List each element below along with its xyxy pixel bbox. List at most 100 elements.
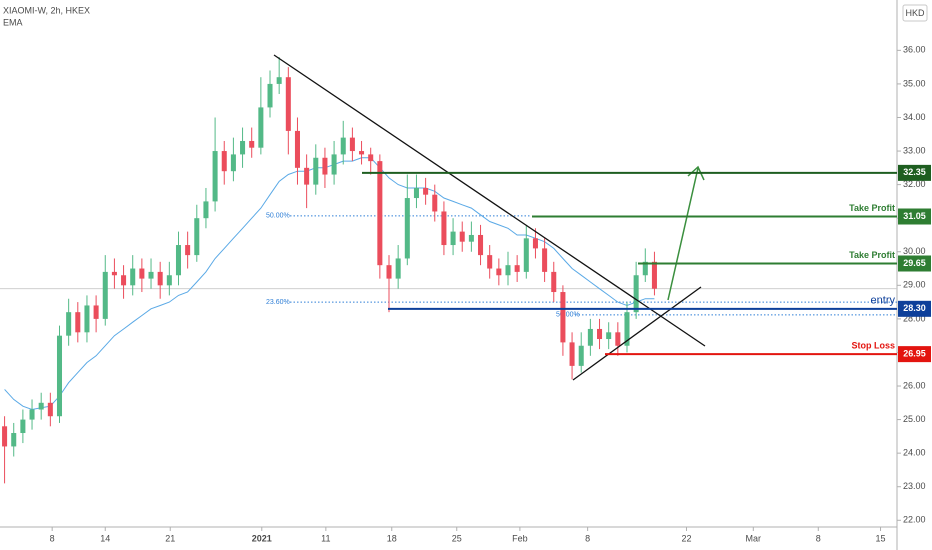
projection-arrow	[667, 167, 699, 301]
candle-body	[313, 157, 319, 185]
candle-body	[240, 140, 246, 155]
level-tag	[898, 164, 931, 181]
candle-body	[2, 426, 8, 447]
candle-body	[459, 231, 465, 242]
candle-body	[615, 332, 621, 346]
candle-body	[587, 328, 593, 346]
candle-body	[285, 77, 291, 131]
level-tag	[898, 300, 931, 317]
fib-label: 23.60%	[266, 299, 290, 306]
level-tag-label: 31.05	[903, 211, 926, 221]
ema-line	[4, 157, 655, 411]
chart-title: XIAOMI-W, 2h, HKEX	[3, 5, 90, 15]
candle-body	[276, 77, 282, 84]
y-tick-label: 29.00	[903, 280, 926, 290]
candle-body	[523, 238, 529, 272]
candle-body	[349, 137, 355, 152]
candle-body	[294, 130, 300, 168]
level-tag-label: 32.35	[903, 167, 926, 177]
x-tick-label: 8	[816, 533, 821, 543]
candle-body	[487, 255, 493, 269]
x-tick-label: 2021	[252, 533, 272, 543]
candle-body	[29, 409, 35, 420]
candle-body	[322, 157, 328, 175]
candle-body	[578, 345, 584, 366]
y-tick-label: 36.00	[903, 45, 926, 55]
candle-body	[121, 275, 127, 286]
y-tick-label: 35.00	[903, 78, 926, 88]
y-tick-label: 25.00	[903, 414, 926, 424]
candle-body	[66, 312, 72, 336]
candle-body	[75, 312, 81, 333]
x-tick-label: 14	[100, 533, 110, 543]
candle-body	[468, 234, 474, 242]
x-tick-label: 8	[585, 533, 590, 543]
candle-body	[139, 268, 145, 279]
level-text: Take Profit	[849, 203, 895, 213]
x-tick-label: 21	[165, 533, 175, 543]
level-tag-label: 28.30	[903, 303, 926, 313]
candle-body	[395, 258, 401, 279]
currency-box[interactable]	[902, 4, 928, 22]
level-tag	[898, 255, 931, 272]
candle-body	[203, 201, 209, 219]
candle-body	[432, 194, 438, 212]
candle-body	[569, 342, 575, 366]
candle-body	[93, 305, 99, 319]
candle-body	[11, 433, 17, 447]
candle-body	[38, 402, 44, 410]
candle-body	[130, 268, 136, 286]
candle-body	[221, 151, 227, 172]
y-tick-label: 28.00	[903, 313, 926, 323]
x-tick-label: Mar	[746, 533, 762, 543]
level-tag-label: 29.65	[903, 258, 926, 268]
candle-body	[194, 218, 200, 256]
y-tick-label: 30.00	[903, 246, 926, 256]
candle-body	[258, 107, 264, 148]
candle-body	[651, 261, 657, 289]
candle-body	[331, 154, 337, 175]
x-tick-label: Feb	[512, 533, 528, 543]
candle-body	[423, 187, 429, 195]
candle-body	[84, 305, 90, 333]
candle-body	[56, 335, 63, 417]
candle-body	[304, 167, 310, 185]
candle-body	[185, 245, 191, 256]
currency-label[interactable]: HKD	[905, 8, 925, 18]
candle-body	[377, 161, 383, 266]
candle-body	[230, 154, 236, 172]
candle-body	[340, 137, 346, 155]
candle-body	[166, 275, 172, 286]
candle-body	[505, 265, 511, 276]
level-tag-label: 26.95	[903, 349, 926, 359]
candle-body	[267, 83, 273, 108]
candle-body	[359, 151, 365, 155]
candle-body	[47, 402, 53, 417]
candle-body	[450, 231, 456, 246]
fib-label: 50.00%	[556, 312, 580, 319]
y-tick-label: 26.00	[903, 380, 926, 390]
trend-line	[572, 286, 702, 381]
y-tick-label: 24.00	[903, 448, 926, 458]
y-tick-label: 33.00	[903, 145, 926, 155]
candle-body	[542, 248, 548, 272]
level-text: Take Profit	[849, 250, 895, 260]
candle-body	[642, 261, 648, 276]
x-tick-label: 8	[50, 533, 55, 543]
candle-body	[404, 198, 410, 259]
indicator-label: EMA	[3, 17, 23, 27]
y-tick-label: 32.00	[903, 179, 926, 189]
level-text: Stop Loss	[851, 341, 895, 351]
candle-body	[111, 271, 117, 276]
level-tag	[898, 208, 931, 225]
candle-body	[157, 271, 163, 286]
x-tick-label: 22	[681, 533, 691, 543]
y-tick-label: 22.00	[903, 515, 926, 525]
x-tick-label: 25	[452, 533, 462, 543]
candle-body	[249, 140, 255, 148]
candle-body	[175, 245, 182, 276]
level-tag	[898, 346, 931, 363]
trend-line	[273, 54, 706, 347]
